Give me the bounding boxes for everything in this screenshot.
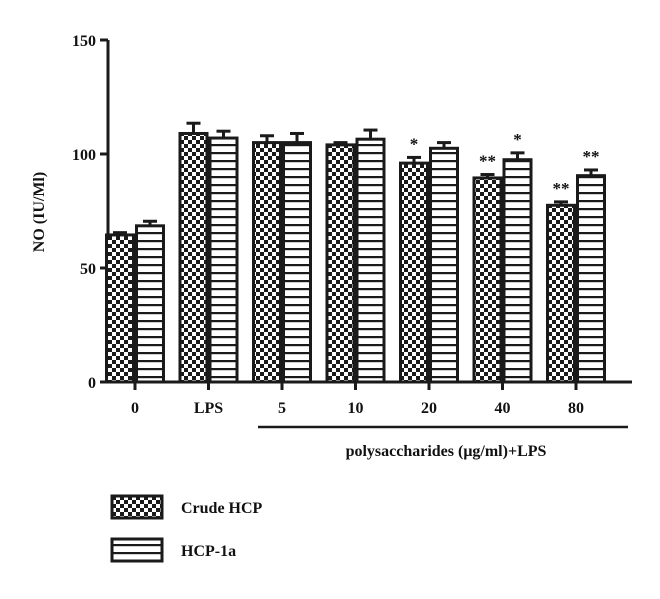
bar-checker-5 <box>252 141 282 384</box>
legend-label: Crude HCP <box>181 500 263 517</box>
significance-mark: ** <box>583 147 600 166</box>
bar-checker-80 <box>546 203 576 384</box>
x-tick-label: 20 <box>421 400 437 417</box>
bar-checker-20 <box>399 161 429 384</box>
bar-horizontal-lines-40 <box>502 158 533 384</box>
y-tick-label: 100 <box>72 147 96 164</box>
legend-swatch-horizontal-lines <box>110 537 164 563</box>
legend-label: HCP-1a <box>181 543 236 560</box>
bar-horizontal-lines-20 <box>429 146 459 384</box>
x-tick-label: 0 <box>131 400 139 417</box>
y-axis-label: NO (IU/Ml) <box>31 172 48 252</box>
significance-mark: * <box>513 130 522 149</box>
bars <box>105 131 606 384</box>
y-tick-label: 0 <box>88 375 96 392</box>
x-group-label: polysaccharides (μg/ml)+LPS <box>346 443 547 460</box>
significance-mark: ** <box>553 179 570 198</box>
legend-swatch-checker <box>110 494 164 520</box>
bar-checker-0 <box>105 233 135 384</box>
bar-horizontal-lines-LPS <box>208 136 239 384</box>
x-tick-label: LPS <box>194 400 223 417</box>
bar-horizontal-lines-10 <box>355 137 386 384</box>
bar-checker-LPS <box>178 131 209 384</box>
error-bars <box>113 121 598 235</box>
x-tick-label: 80 <box>568 400 584 417</box>
significance-mark: * <box>410 134 419 153</box>
y-tick-label: 50 <box>80 261 96 278</box>
x-tick-label: 10 <box>348 400 364 417</box>
bar-horizontal-lines-0 <box>135 224 165 384</box>
bar-horizontal-lines-80 <box>576 174 606 384</box>
legend: Crude HCP HCP-1a <box>110 494 263 563</box>
x-tick-label: 5 <box>278 400 286 417</box>
significance-marks: ******** <box>410 130 600 198</box>
bar-checker-40 <box>472 176 503 384</box>
significance-mark: ** <box>479 152 496 171</box>
bar-checker-10 <box>325 143 356 384</box>
tick-labels: 0 50 100 150 0 LPS 5 10 20 40 80 <box>72 33 584 417</box>
bar-horizontal-lines-5 <box>282 141 312 384</box>
x-tick-label: 40 <box>495 400 511 417</box>
y-tick-label: 150 <box>72 33 96 50</box>
